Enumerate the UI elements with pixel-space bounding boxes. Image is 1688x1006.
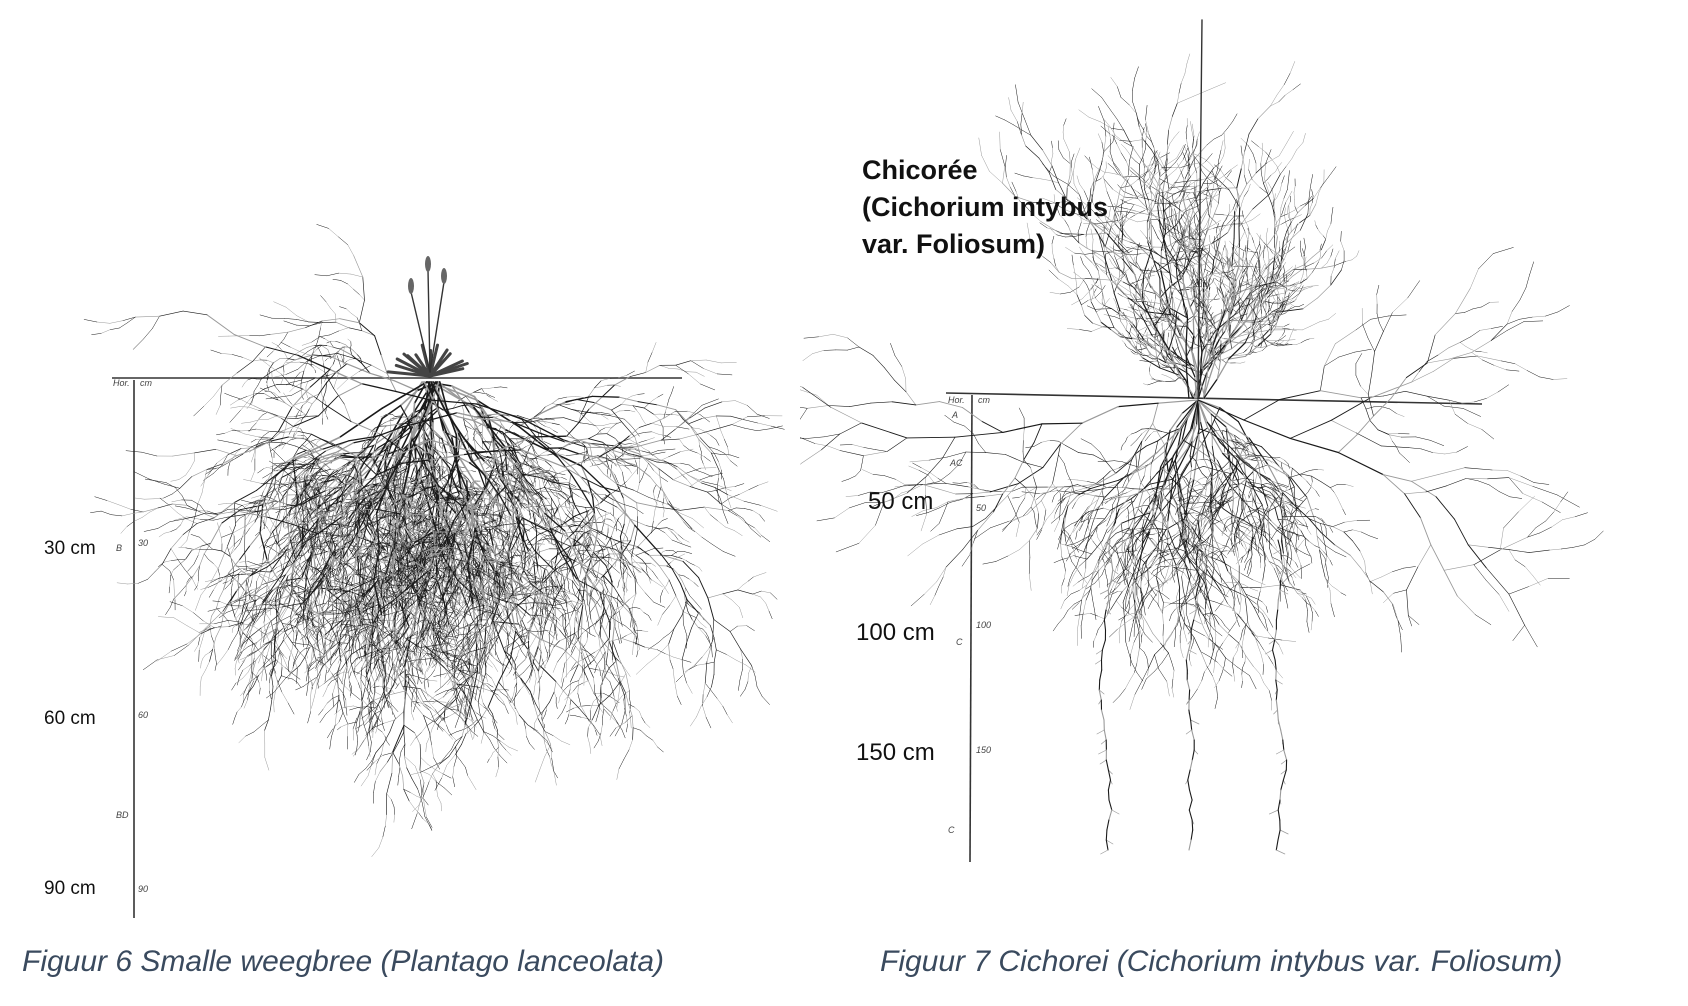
depth-label-150: 150 cm <box>856 739 935 767</box>
figure-6-caption: Figuur 6 Smalle weegbree (Plantago lance… <box>22 945 664 979</box>
species-title-line-1: Chicorée <box>862 152 1108 189</box>
depth-label-90: 90 cm <box>44 878 96 900</box>
horizon-b-label: B <box>116 543 122 553</box>
plant-shoot <box>978 19 1360 399</box>
horizon-a-label: A <box>952 410 958 420</box>
depth-axis <box>969 394 973 863</box>
tick-50-label: 50 <box>976 503 986 513</box>
figure-plantago: Hor. cm B 30 60 BD 90 30 cm 60 cm 90 cm … <box>0 0 800 1006</box>
cichorium-root-drawing <box>800 19 1604 863</box>
depth-label-60: 60 cm <box>44 708 96 730</box>
tick-150-label: 150 <box>976 745 991 755</box>
horizon-label: Hor. <box>113 378 130 388</box>
species-title: Chicorée (Cichorium intybus var. Foliosu… <box>862 152 1108 263</box>
depth-label-50: 50 cm <box>868 488 933 516</box>
cm-label: cm <box>140 378 152 388</box>
tick-30-label: 30 <box>138 538 148 548</box>
horizon-c-label: C <box>956 637 963 647</box>
tick-100-label: 100 <box>976 620 991 630</box>
horizon-ac-label: AC <box>950 458 963 468</box>
cm-label: cm <box>978 395 990 405</box>
plant-rosette <box>386 256 469 378</box>
tick-60-label: 60 <box>138 710 148 720</box>
soil-surface-line <box>945 392 1483 405</box>
species-title-line-2: (Cichorium intybus <box>862 189 1108 226</box>
horizon-label: Hor. <box>948 395 965 405</box>
horizon-bd-label: BD <box>116 810 129 820</box>
figure-cichorium: Chicorée (Cichorium intybus var. Foliosu… <box>800 0 1688 1006</box>
horizon-c2-label: C <box>948 825 955 835</box>
depth-label-30: 30 cm <box>44 538 96 560</box>
tick-90-label: 90 <box>138 884 148 894</box>
root-system <box>83 224 785 857</box>
depth-label-100: 100 cm <box>856 619 935 647</box>
species-title-line-3: var. Foliosum) <box>862 226 1108 263</box>
figure-7-caption: Figuur 7 Cichorei (Cichorium intybus var… <box>880 945 1562 979</box>
plantago-root-drawing <box>83 224 785 918</box>
root-system <box>800 247 1604 855</box>
